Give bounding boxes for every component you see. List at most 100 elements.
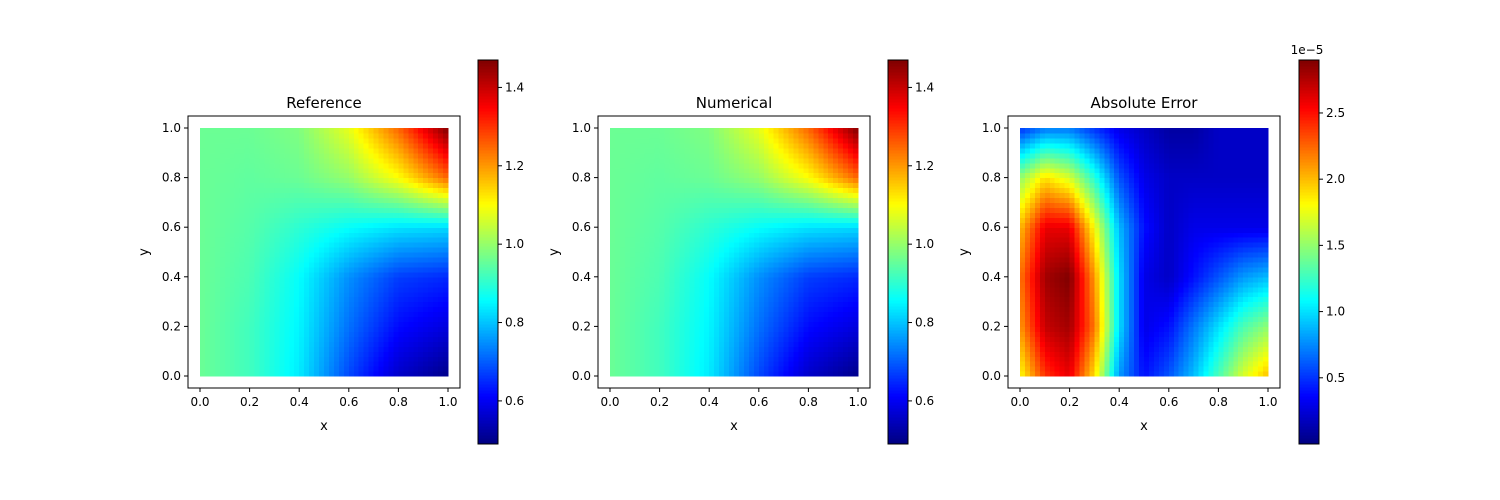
heatmap-cell — [388, 192, 395, 199]
heatmap-cell — [614, 281, 621, 288]
heatmap-cell — [269, 197, 275, 203]
heatmap-cell — [788, 281, 795, 288]
heatmap-cell — [714, 286, 720, 293]
heatmap-cell — [629, 256, 636, 263]
heatmap-cell — [373, 242, 380, 248]
heatmap-cell — [368, 207, 375, 213]
heatmap-cell — [299, 192, 305, 199]
heatmap-cell — [818, 157, 824, 164]
heatmap-cell — [259, 142, 266, 149]
heatmap-cell — [818, 306, 824, 313]
heatmap-cell — [353, 256, 360, 263]
heatmap-cell — [224, 217, 231, 223]
heatmap-cell — [264, 371, 271, 377]
heatmap-cell — [734, 276, 740, 283]
heatmap-cell — [398, 207, 404, 213]
heatmap-cell — [209, 162, 216, 169]
heatmap-cell — [309, 351, 315, 357]
heatmap-cell — [244, 217, 251, 223]
heatmap-cell — [813, 202, 819, 208]
heatmap-cell — [239, 296, 246, 303]
heatmap-cell — [324, 301, 330, 308]
heatmap-cell — [393, 351, 399, 357]
heatmap-cell — [644, 177, 651, 184]
colorbar-segment — [478, 147, 498, 151]
heatmap-cell — [644, 202, 651, 208]
heatmap-cell — [229, 311, 236, 318]
heatmap-cell — [808, 167, 814, 174]
heatmap-cell — [833, 366, 839, 372]
heatmap-cell — [269, 232, 275, 238]
heatmap-cell — [694, 266, 700, 273]
heatmap-cell — [294, 212, 300, 218]
heatmap-cell — [264, 256, 271, 263]
heatmap-cell — [314, 232, 320, 238]
heatmap-cell — [433, 132, 439, 139]
heatmap-cell — [239, 351, 246, 357]
heatmap-cell — [748, 222, 755, 228]
heatmap-cell — [848, 167, 854, 174]
heatmap-cell — [343, 261, 350, 268]
heatmap-cell — [753, 237, 760, 243]
heatmap-cell — [319, 276, 325, 283]
heatmap-cell — [244, 351, 251, 357]
heatmap-cell — [204, 247, 211, 253]
heatmap-cell — [704, 142, 710, 149]
heatmap-cell — [348, 366, 355, 372]
heatmap-cell — [319, 346, 325, 352]
heatmap-cell — [269, 167, 275, 174]
heatmap-cell — [714, 276, 720, 283]
heatmap-cell — [729, 242, 735, 248]
heatmap-cell — [753, 266, 760, 273]
heatmap-cell — [304, 132, 310, 139]
heatmap-cell — [433, 137, 439, 144]
heatmap-cell — [249, 296, 256, 303]
heatmap-cell — [328, 356, 335, 362]
heatmap-cell — [289, 281, 295, 288]
heatmap-cell — [423, 187, 429, 194]
heatmap-cell — [699, 326, 705, 332]
heatmap-cell — [709, 162, 715, 169]
colorbar-segment — [478, 339, 498, 343]
heatmap-cell — [669, 247, 676, 253]
heatmap-cell — [229, 187, 236, 194]
heatmap-cell — [234, 162, 241, 169]
heatmap-cell — [734, 172, 740, 179]
heatmap-cell — [714, 291, 720, 298]
heatmap-cell — [724, 296, 730, 303]
heatmap-cell — [828, 271, 834, 278]
heatmap-cell — [724, 316, 730, 323]
heatmap-cell — [249, 286, 256, 293]
heatmap-cell — [438, 172, 444, 179]
heatmap-cell — [659, 331, 666, 337]
heatmap-cell — [639, 227, 646, 233]
heatmap-cell — [239, 276, 246, 283]
heatmap-cell — [644, 217, 651, 223]
heatmap-cell — [279, 247, 285, 253]
heatmap-cell — [438, 152, 444, 159]
heatmap-cell — [813, 182, 819, 189]
heatmap-cell — [649, 306, 656, 313]
heatmap-cell — [353, 281, 360, 288]
heatmap-cell — [299, 271, 305, 278]
heatmap-cell — [833, 281, 839, 288]
heatmap-cell — [768, 232, 775, 238]
heatmap-cell — [224, 261, 231, 268]
heatmap-cell — [309, 227, 315, 233]
heatmap-cell — [348, 286, 355, 293]
heatmap-cell — [624, 341, 631, 347]
heatmap-cell — [624, 217, 631, 223]
heatmap-cell — [748, 152, 755, 159]
heatmap-cell — [383, 311, 390, 318]
heatmap-cell — [669, 311, 676, 318]
heatmap-cell — [803, 276, 809, 283]
heatmap-cell — [333, 137, 340, 144]
heatmap-cell — [319, 336, 325, 342]
heatmap-cell — [619, 266, 626, 273]
heatmap-cell — [438, 291, 444, 298]
heatmap-cell — [634, 366, 641, 372]
heatmap-cell — [853, 157, 859, 164]
heatmap-cell — [353, 147, 360, 154]
heatmap-cell — [343, 162, 350, 169]
heatmap-cell — [808, 207, 814, 213]
